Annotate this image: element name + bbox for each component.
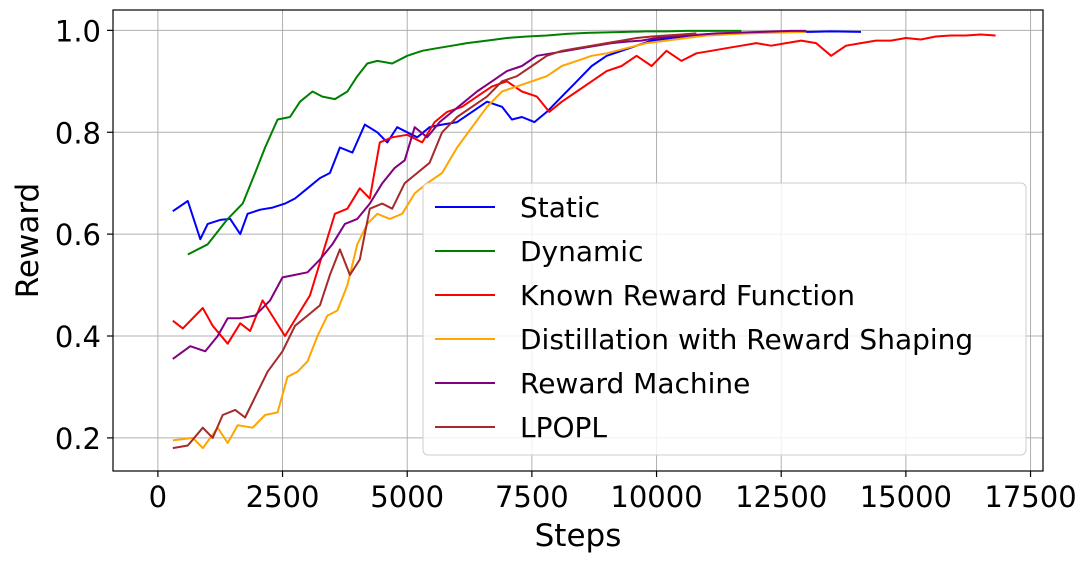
y-tick-label: 1.0 <box>55 14 101 48</box>
x-tick-label: 17500 <box>984 480 1076 514</box>
x-axis-label: Steps <box>535 518 622 554</box>
series-line-5 <box>172 32 697 450</box>
series-line-2 <box>172 33 996 345</box>
legend-label: Distillation with Reward Shaping <box>520 323 973 356</box>
y-tick-label: 0.6 <box>55 218 101 252</box>
x-tick-label: 5000 <box>370 480 444 514</box>
series-line-1 <box>187 29 742 256</box>
x-tick-label: 12500 <box>735 480 827 514</box>
axis-ticks: 0 2500 5000 7500 10000 12500 15000 17500 0.2 0.4 0… <box>55 14 1077 514</box>
legend-label: Reward Machine <box>520 367 750 400</box>
legend-box <box>422 182 1027 456</box>
plot-frame <box>112 9 1044 472</box>
y-tick-label: 0.4 <box>55 320 101 354</box>
x-tick-label: 7500 <box>495 480 569 514</box>
legend-label: Static <box>520 191 600 224</box>
legend-label: LPOPL <box>520 411 607 444</box>
x-tick-label: 15000 <box>860 480 952 514</box>
y-tick-label: 0.8 <box>55 116 101 150</box>
x-tick-label: 0 <box>149 480 167 514</box>
x-tick-label: 2500 <box>246 480 320 514</box>
y-axis-label: Reward <box>10 183 46 298</box>
legend-label: Dynamic <box>520 235 643 268</box>
legend: Static Dynamic Known Reward Function Distil… <box>422 182 1027 456</box>
series-line-4 <box>172 29 807 360</box>
y-tick-label: 0.2 <box>55 422 101 456</box>
legend-label: Known Reward Function <box>520 279 855 312</box>
x-tick-label: 10000 <box>610 480 702 514</box>
